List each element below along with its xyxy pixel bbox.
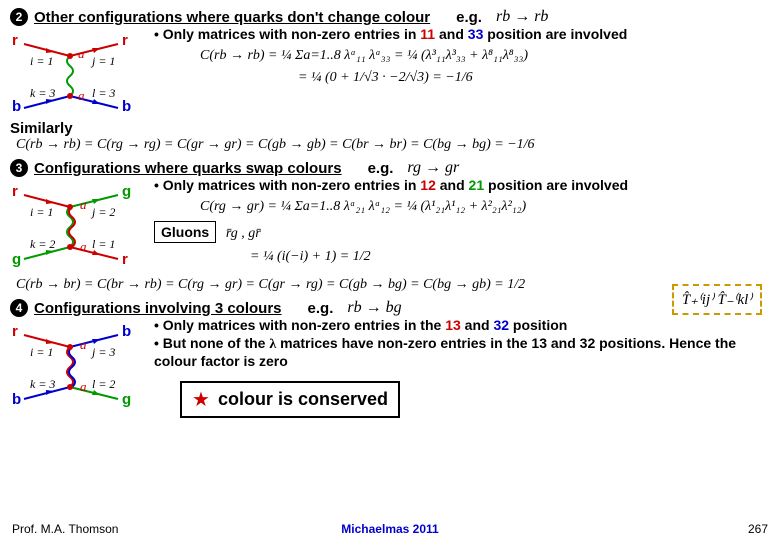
sec3-math2: = ¼ (i(−i) + 1) = 1/2: [250, 249, 780, 265]
sec3-and: and: [440, 177, 465, 193]
gluons-label: Gluons: [154, 221, 216, 243]
feynman-diagram-2: r r b b i = 1 j = 1 k = 3 l = 3 a a: [10, 26, 150, 118]
section-4-title: Configurations involving 3 colours: [34, 300, 282, 317]
d3-j: j = 2: [92, 205, 115, 220]
conserved-text: colour is conserved: [218, 389, 388, 410]
section-2-title: Other configurations where quarks don't …: [34, 9, 430, 26]
sec2-math2: = ¼ (0 + 1/√3 · −2/√3) = −1/6: [298, 70, 780, 86]
sec4-bullet2a: • But none of the: [154, 335, 265, 351]
sec4-bullet2: • But none of the λ matrices have non-ze…: [154, 335, 770, 371]
d3-l: l = 1: [92, 237, 115, 252]
d3-bl: g: [12, 251, 21, 268]
d4-a2: a: [80, 379, 87, 395]
sec2-symmetry-row: C(rb → rb) = C(rg → rg) = C(gr → gr) = C…: [16, 137, 770, 153]
feynman-diagram-3: r g g r i = 1 j = 2 k = 2 l = 1 a a: [10, 177, 150, 273]
section-3-title: Configurations where quarks swap colours: [34, 160, 342, 177]
dashed-operator-box: T̂₊⁽ij⁾ T̂₋⁽kl⁾: [672, 284, 762, 315]
sec2-p2: 33: [468, 26, 484, 42]
d4-bl: b: [12, 391, 21, 408]
d4-i: i = 1: [30, 345, 53, 360]
sec3-symmetry-row: C(rb → br) = C(br → rb) = C(rg → gr) = C…: [16, 277, 770, 293]
section-2-head: 2 Other configurations where quarks don'…: [10, 8, 770, 26]
sec3-bullet-tail: position are involved: [488, 177, 628, 193]
d4-k: k = 3: [30, 377, 55, 392]
section-3-number: 3: [10, 159, 28, 177]
d2-j: j = 1: [92, 54, 115, 69]
section-4-eg: e.g.: [308, 300, 334, 317]
sec4-and: and: [465, 317, 490, 333]
sec3-bullet: • Only matrices with non-zero entries in…: [154, 177, 770, 195]
sec4-p2: 32: [493, 317, 509, 333]
sec4-bullet: • Only matrices with non-zero entries in…: [154, 317, 770, 335]
sec2-math1: C(rb → rb) = ¼ Σa=1..8 λᵃ₁₁ λᵃ₃₃ = ¼ (λ³…: [200, 48, 780, 64]
d2-tr: r: [122, 32, 128, 49]
d3-tr: g: [122, 183, 131, 200]
lambda-symbol: λ: [269, 337, 276, 352]
page-footer: Prof. M.A. Thomson Michaelmas 2011 267: [0, 522, 780, 536]
d4-br: g: [122, 391, 131, 408]
sec2-p1: 11: [420, 26, 435, 42]
sec4-bullet-text: • Only matrices with non-zero entries in…: [154, 317, 441, 333]
d4-tr: b: [122, 323, 131, 340]
section-3-eg: e.g.: [368, 160, 394, 177]
d2-l: l = 3: [92, 86, 115, 101]
d3-a1: a: [80, 197, 87, 213]
d2-i: i = 1: [30, 54, 53, 69]
footer-pagenum: 267: [748, 522, 768, 536]
sec4-p1: 13: [445, 317, 461, 333]
d3-a2: a: [80, 239, 87, 255]
gluons-list: r̄g , gr̄: [226, 226, 261, 241]
d3-br: r: [122, 251, 128, 268]
sec3-p1: 12: [420, 177, 436, 193]
sec3-math1: C(rg → gr) = ¼ Σa=1..8 λᵃ₂₁ λᵃ₁₂ = ¼ (λ¹…: [200, 199, 780, 215]
d2-bl: b: [12, 98, 21, 115]
sec3-p2: 21: [469, 177, 485, 193]
d2-a2: a: [78, 88, 85, 104]
star-icon: ★: [192, 387, 210, 412]
feynman-diagram-4: r b b g i = 1 j = 3 k = 3 l = 2 a a: [10, 317, 150, 413]
sec4-bullet-tail: position: [513, 317, 567, 333]
section-4-eg-math: rb → bg: [347, 299, 401, 317]
conserved-box: ★ colour is conserved: [180, 381, 400, 418]
section-4-number: 4: [10, 299, 28, 317]
sec2-bullet: • Only matrices with non-zero entries in…: [154, 26, 770, 44]
footer-author: Prof. M.A. Thomson: [12, 522, 118, 536]
section-3-eg-math: rg → gr: [407, 159, 459, 177]
d4-j: j = 3: [92, 345, 115, 360]
d2-k: k = 3: [30, 86, 55, 101]
section-3-head: 3 Configurations where quarks swap colou…: [10, 159, 770, 177]
section-4-head: 4 Configurations involving 3 colours e.g…: [10, 299, 770, 317]
section-2-eg-math: rb → rb: [496, 8, 548, 26]
d3-i: i = 1: [30, 205, 53, 220]
sec2-bullet-text: • Only matrices with non-zero entries in: [154, 26, 416, 42]
similarly-label: Similarly: [10, 120, 770, 137]
section-2-number: 2: [10, 8, 28, 26]
d2-tl: r: [12, 32, 18, 49]
sec2-and: and: [439, 26, 464, 42]
d3-tl: r: [12, 183, 18, 200]
d2-br: b: [122, 98, 131, 115]
d4-l: l = 2: [92, 377, 115, 392]
d3-k: k = 2: [30, 237, 55, 252]
d2-a1: a: [78, 46, 85, 62]
sec3-bullet-text: • Only matrices with non-zero entries in: [154, 177, 416, 193]
d4-tl: r: [12, 323, 18, 340]
sec2-bullet-tail: position are involved: [487, 26, 627, 42]
d4-a1: a: [80, 337, 87, 353]
footer-term: Michaelmas 2011: [341, 522, 438, 536]
section-2-eg: e.g.: [456, 9, 482, 26]
